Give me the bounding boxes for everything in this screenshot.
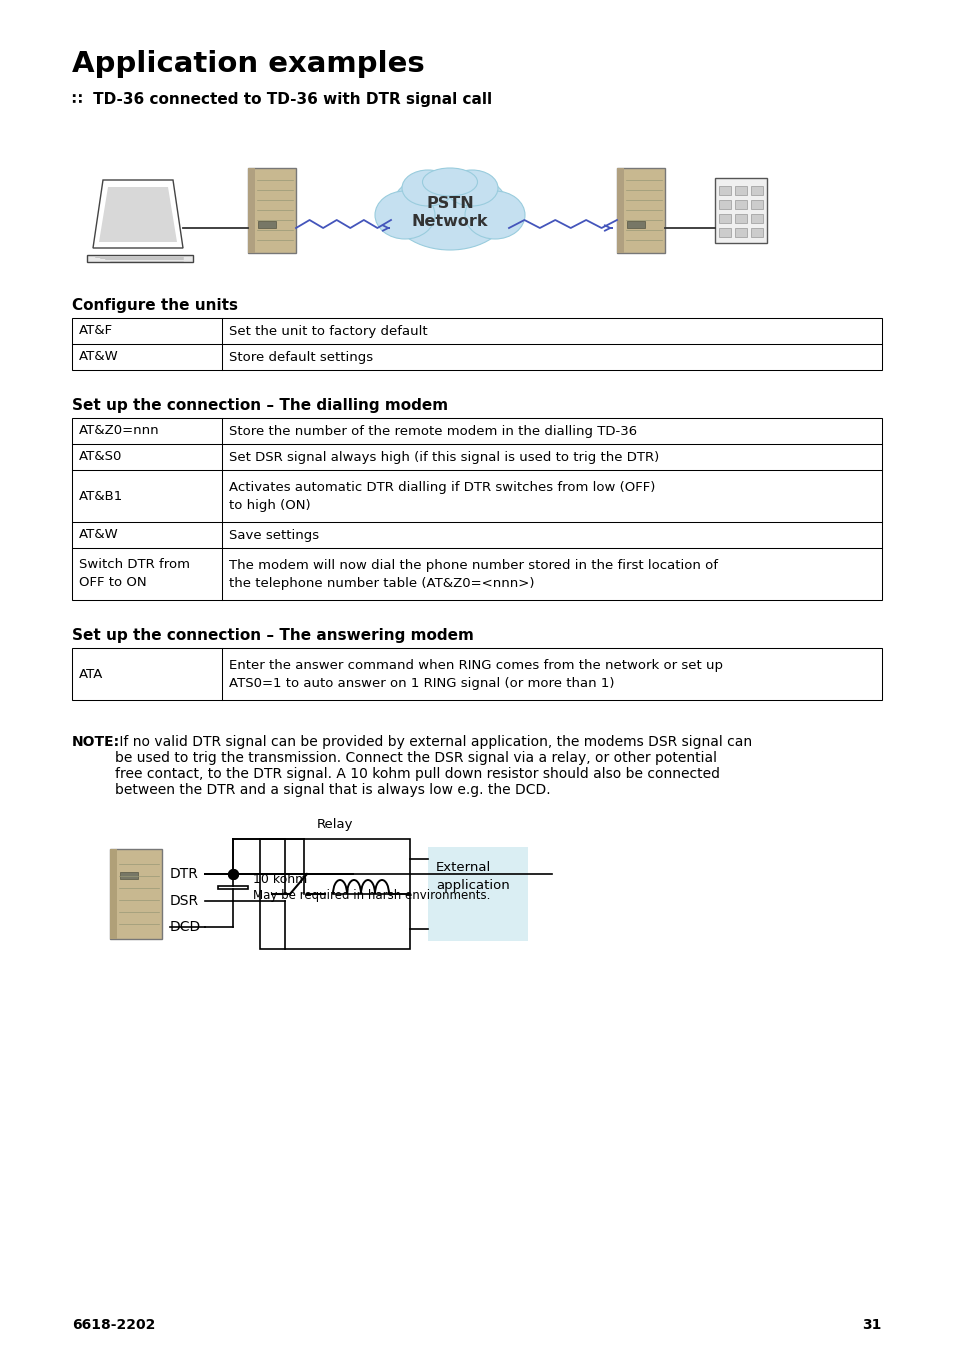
Bar: [750, 185, 762, 195]
Text: AT&S0: AT&S0: [79, 451, 122, 463]
Text: Store the number of the remote modem in the dialling TD-36: Store the number of the remote modem in …: [229, 425, 637, 437]
Bar: [71, 418, 882, 600]
Text: DSR: DSR: [170, 894, 199, 909]
Text: DCD: DCD: [170, 919, 201, 934]
Text: ATA: ATA: [79, 668, 103, 681]
Text: Store default settings: Store default settings: [229, 351, 373, 363]
Text: AT&W: AT&W: [79, 351, 118, 363]
Ellipse shape: [446, 171, 497, 206]
Text: Enter the answer command when RING comes from the network or set up
ATS0=1 to au: Enter the answer command when RING comes…: [229, 658, 722, 689]
Text: Network: Network: [412, 214, 488, 229]
Bar: [719, 214, 730, 223]
Text: free contact, to the DTR signal. A 10 kohm pull down resistor should also be con: free contact, to the DTR signal. A 10 ko…: [115, 766, 720, 781]
Text: AT&W: AT&W: [79, 528, 118, 542]
Text: External
application: External application: [436, 861, 509, 892]
Bar: [734, 200, 746, 209]
Bar: [617, 168, 664, 252]
Bar: [750, 214, 762, 223]
Text: be used to trig the transmission. Connect the DSR signal via a relay, or other p: be used to trig the transmission. Connec…: [115, 751, 717, 765]
Bar: [120, 872, 138, 879]
Text: Save settings: Save settings: [229, 528, 318, 542]
Bar: [617, 168, 623, 252]
Ellipse shape: [422, 168, 477, 196]
Bar: [734, 227, 746, 237]
Bar: [110, 849, 117, 940]
Bar: [714, 177, 766, 242]
Bar: [626, 221, 644, 227]
Bar: [218, 886, 248, 890]
Text: Activates automatic DTR dialling if DTR switches from low (OFF)
to high (ON): Activates automatic DTR dialling if DTR …: [229, 481, 655, 512]
Text: Set the unit to factory default: Set the unit to factory default: [229, 325, 427, 337]
Ellipse shape: [391, 171, 509, 250]
Ellipse shape: [401, 171, 454, 206]
Text: Switch DTR from
OFF to ON: Switch DTR from OFF to ON: [79, 558, 190, 589]
Text: between the DTR and a signal that is always low e.g. the DCD.: between the DTR and a signal that is alw…: [115, 783, 550, 798]
Text: Set up the connection – The answering modem: Set up the connection – The answering mo…: [71, 628, 474, 643]
Text: Set DSR signal always high (if this signal is used to trig the DTR): Set DSR signal always high (if this sign…: [229, 451, 659, 463]
Text: May be required in harsh environments.: May be required in harsh environments.: [253, 890, 490, 902]
Text: PSTN: PSTN: [426, 196, 474, 211]
Text: AT&F: AT&F: [79, 325, 113, 337]
Bar: [750, 227, 762, 237]
Text: 10 kohm: 10 kohm: [253, 873, 307, 886]
Text: Relay: Relay: [316, 818, 353, 831]
Text: 31: 31: [862, 1317, 882, 1332]
Polygon shape: [87, 255, 193, 263]
Bar: [248, 168, 254, 252]
Text: Configure the units: Configure the units: [71, 298, 237, 313]
Text: Application examples: Application examples: [71, 50, 424, 79]
Text: ∷  TD-36 connected to TD-36 with DTR signal call: ∷ TD-36 connected to TD-36 with DTR sign…: [71, 92, 492, 107]
Bar: [734, 214, 746, 223]
Ellipse shape: [375, 191, 435, 240]
Bar: [260, 839, 410, 949]
Text: AT&B1: AT&B1: [79, 490, 123, 502]
Bar: [257, 221, 275, 227]
Bar: [248, 168, 295, 252]
Polygon shape: [99, 187, 177, 242]
Bar: [428, 848, 527, 941]
Text: DTR: DTR: [170, 867, 198, 881]
Bar: [734, 185, 746, 195]
Ellipse shape: [464, 191, 524, 240]
Bar: [71, 318, 882, 370]
Bar: [719, 185, 730, 195]
Bar: [71, 649, 882, 700]
Text: Set up the connection – The dialling modem: Set up the connection – The dialling mod…: [71, 398, 448, 413]
Text: If no valid DTR signal can be provided by external application, the modems DSR s: If no valid DTR signal can be provided b…: [115, 735, 751, 749]
Text: NOTE:: NOTE:: [71, 735, 120, 749]
Text: AT&Z0=nnn: AT&Z0=nnn: [79, 425, 159, 437]
Bar: [719, 200, 730, 209]
Text: The modem will now dial the phone number stored in the first location of
the tel: The modem will now dial the phone number…: [229, 558, 717, 589]
Bar: [750, 200, 762, 209]
Bar: [719, 227, 730, 237]
Bar: [110, 849, 162, 940]
Text: 6618-2202: 6618-2202: [71, 1317, 155, 1332]
